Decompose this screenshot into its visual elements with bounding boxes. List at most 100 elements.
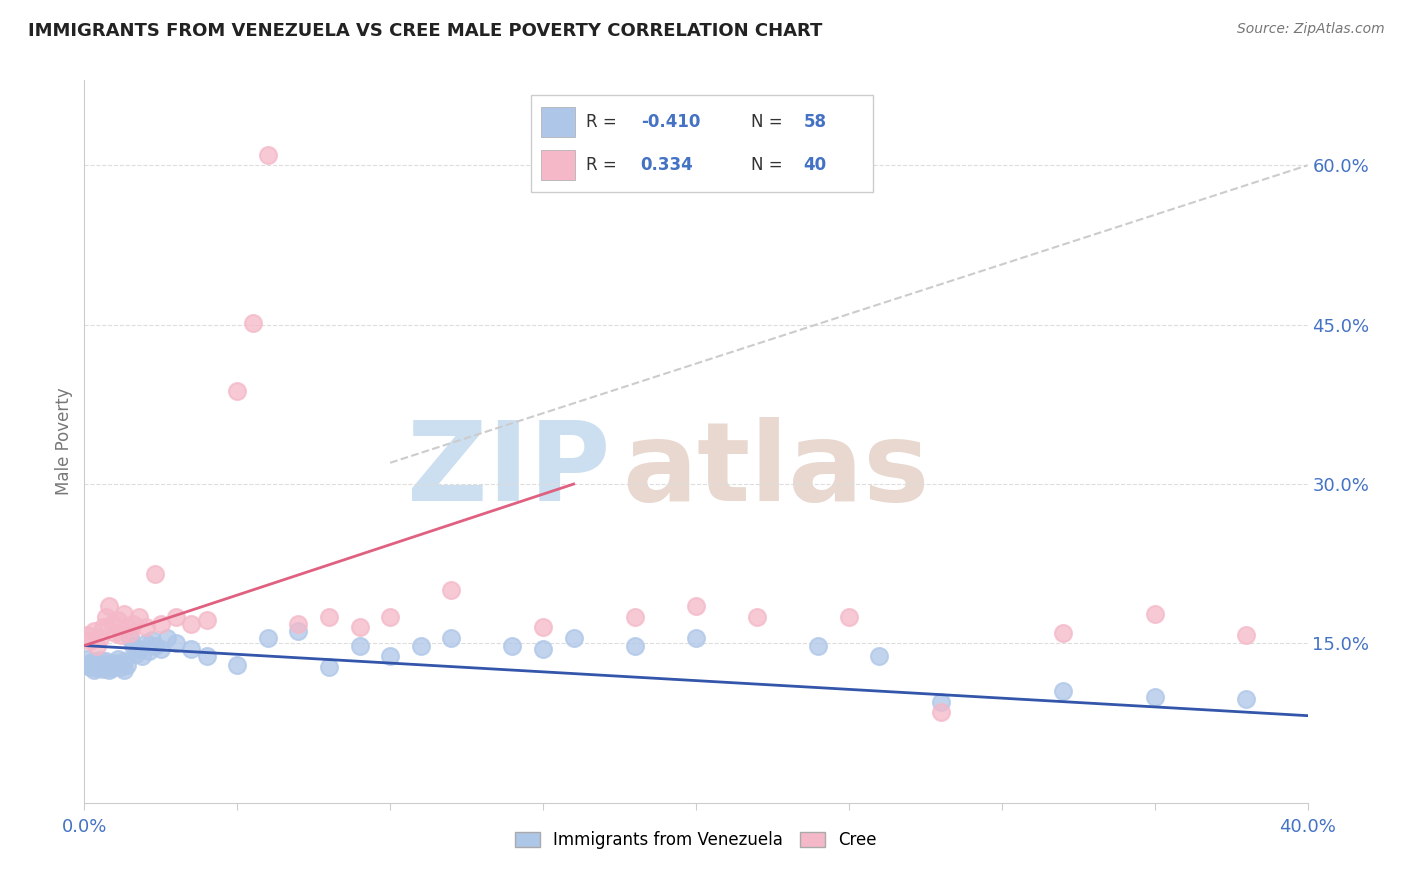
Point (115, 620, 138, 634)
Point (101, 617, 124, 632)
Point (79, 660, 101, 674)
Point (502, 639, 524, 653)
Point (226, 384, 249, 398)
Point (97, 663, 120, 677)
Point (180, 641, 202, 656)
Text: atlas: atlas (623, 417, 929, 524)
Text: N =: N = (751, 156, 787, 174)
Point (128, 641, 150, 656)
Point (97, 599, 120, 614)
Point (122, 639, 145, 653)
Point (242, 316, 264, 330)
Text: -0.410: -0.410 (641, 113, 700, 131)
Point (149, 617, 172, 632)
Point (929, 695, 952, 709)
Point (624, 639, 647, 653)
Point (165, 610, 187, 624)
Point (685, 631, 707, 645)
Point (143, 567, 166, 582)
Point (318, 610, 340, 624)
FancyBboxPatch shape (531, 95, 873, 193)
Point (1052, 684, 1074, 698)
Point (107, 652, 129, 666)
Point (1236, 691, 1258, 706)
Text: N =: N = (751, 113, 787, 131)
Point (73, 657, 96, 672)
Point (226, 657, 249, 672)
Point (107, 613, 129, 627)
Point (180, 617, 202, 632)
Point (531, 620, 554, 634)
Point (138, 644, 160, 658)
Point (89, 631, 111, 645)
Point (91, 657, 114, 672)
Point (91, 620, 114, 634)
Point (257, 631, 280, 645)
Point (349, 620, 371, 634)
Point (318, 660, 340, 674)
Point (110, 660, 132, 674)
Bar (541, 107, 575, 136)
Point (97, 657, 120, 671)
Point (135, 620, 157, 634)
Point (94, 660, 117, 674)
Text: 0.334: 0.334 (641, 156, 693, 174)
Point (1143, 690, 1166, 704)
Legend: Immigrants from Venezuela, Cree: Immigrants from Venezuela, Cree (509, 824, 883, 856)
Point (149, 641, 172, 656)
Point (838, 610, 860, 624)
Point (86, 639, 108, 653)
Point (115, 657, 138, 672)
Point (83, 624, 105, 638)
Point (156, 631, 179, 645)
Point (257, 147, 280, 161)
Point (131, 649, 153, 664)
Point (747, 610, 769, 624)
Point (83, 663, 105, 677)
Point (349, 639, 371, 653)
Point (195, 649, 218, 664)
Point (122, 617, 145, 632)
Point (112, 663, 135, 677)
Point (143, 639, 166, 653)
Point (112, 655, 135, 669)
Point (141, 633, 163, 648)
Point (287, 617, 309, 632)
Point (1143, 607, 1166, 621)
Y-axis label: Male Poverty: Male Poverty (55, 388, 73, 495)
Point (869, 649, 891, 664)
Point (1052, 625, 1074, 640)
Point (929, 706, 952, 720)
Point (120, 625, 142, 640)
Point (86, 661, 108, 675)
Point (101, 661, 124, 675)
Point (128, 610, 150, 624)
Point (110, 628, 132, 642)
Point (104, 625, 127, 640)
Point (91, 662, 114, 676)
Point (807, 639, 830, 653)
Text: R =: R = (586, 113, 621, 131)
Text: 40: 40 (803, 156, 827, 174)
Point (380, 649, 402, 664)
Point (624, 610, 647, 624)
Text: 58: 58 (803, 113, 827, 131)
Point (79, 656, 101, 670)
Point (125, 647, 148, 661)
Point (112, 607, 135, 621)
Text: Source: ZipAtlas.com: Source: ZipAtlas.com (1237, 22, 1385, 37)
Point (89, 653, 111, 667)
Point (165, 636, 187, 650)
Point (409, 639, 432, 653)
Text: ZIP: ZIP (406, 417, 610, 524)
Point (1236, 628, 1258, 642)
Point (94, 610, 117, 624)
Point (135, 636, 157, 650)
Point (83, 655, 105, 669)
Bar (541, 151, 575, 179)
Point (120, 631, 142, 645)
Point (86, 657, 108, 671)
Point (104, 656, 127, 670)
Text: R =: R = (586, 156, 621, 174)
Point (94, 655, 117, 669)
